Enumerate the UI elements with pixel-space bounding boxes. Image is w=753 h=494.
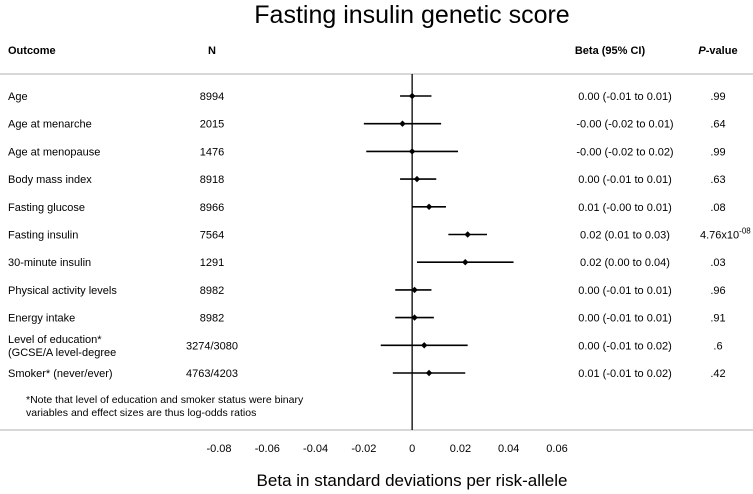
beta-ci-text: -0.00 (-0.02 to 0.01) — [576, 119, 673, 131]
outcome-label: Age at menarche — [8, 119, 92, 131]
beta-ci-text: 0.00 (-0.01 to 0.01) — [578, 91, 672, 103]
point-estimate — [462, 259, 469, 266]
x-tick-label: -0.04 — [303, 443, 328, 455]
header-p-suffix: -value — [706, 45, 738, 57]
table-row: Physical activity levels 8982 0.00 (-0.01 … — [8, 285, 726, 297]
n-value: 2015 — [200, 119, 224, 131]
beta-ci-text: 0.02 (0.01 to 0.03) — [580, 230, 670, 242]
outcome-label: Age at menopause — [8, 146, 100, 158]
table-row: Level of education*(GCSE/A level-degree 3… — [8, 334, 723, 359]
outcome-label: Smoker* (never/ever) — [8, 368, 113, 380]
table-row: Fasting insulin 7564 0.02 (0.01 to 0.03) 4.… — [8, 227, 751, 242]
header-n: N — [208, 45, 216, 57]
table-row: 30-minute insulin 1291 0.02 (0.00 to 0.04)… — [8, 257, 726, 269]
n-value: 1476 — [200, 146, 224, 158]
beta-ci-text: 0.00 (-0.01 to 0.01) — [578, 313, 672, 325]
n-value: 8966 — [200, 202, 224, 214]
x-tick-label: 0.06 — [546, 443, 567, 455]
p-value: .63 — [710, 174, 725, 186]
point-estimate — [411, 314, 418, 321]
beta-ci-text: -0.00 (-0.02 to 0.02) — [576, 146, 673, 158]
p-value: .96 — [710, 285, 725, 297]
point-estimate — [399, 120, 406, 127]
beta-ci-text: 0.00 (-0.01 to 0.01) — [578, 174, 672, 186]
beta-ci-text: 0.01 (-0.00 to 0.01) — [578, 202, 672, 214]
header-beta: Beta (95% CI) — [575, 45, 646, 57]
x-axis-label: Beta in standard deviations per risk-all… — [257, 471, 568, 490]
p-value: .99 — [710, 91, 725, 103]
note-line-2: variables and effect sizes are thus log-… — [26, 407, 256, 419]
note-line-1: *Note that level of education and smoker… — [26, 394, 304, 406]
n-value: 7564 — [200, 230, 224, 242]
point-estimate — [425, 369, 433, 377]
outcome-label: Fasting insulin — [8, 230, 78, 242]
outcome-label: Age — [8, 91, 28, 103]
beta-ci-text: 0.01 (-0.01 to 0.02) — [578, 368, 672, 380]
p-value: .91 — [710, 313, 725, 325]
table-row: Age at menarche 2015 -0.00 (-0.02 to 0.01)… — [8, 119, 726, 131]
outcome-label: Level of education* — [8, 334, 102, 346]
x-tick-label: 0.04 — [498, 443, 519, 455]
n-value: 8982 — [200, 285, 224, 297]
point-estimate — [421, 342, 428, 349]
outcome-label: Body mass index — [8, 174, 92, 186]
p-value: 4.76x10-08 — [700, 227, 751, 242]
beta-ci-text: 0.00 (-0.01 to 0.01) — [578, 285, 672, 297]
header-p-letter: P — [698, 45, 706, 57]
chart-title: Fasting insulin genetic score — [254, 1, 569, 29]
outcome-label: Energy intake — [8, 313, 75, 325]
table-row: Smoker* (never/ever) 4763/4203 0.01 (-0.01… — [8, 368, 726, 380]
n-value: 8918 — [200, 174, 224, 186]
table-row: Energy intake 8982 0.00 (-0.01 to 0.01) .91 — [8, 313, 726, 325]
p-value: .08 — [710, 202, 725, 214]
p-value: .03 — [710, 257, 725, 269]
header-outcome: Outcome — [8, 45, 56, 57]
point-estimate — [411, 286, 418, 294]
outcome-label: Fasting glucose — [8, 202, 85, 214]
x-tick-label: -0.08 — [206, 443, 231, 455]
outcome-label: (GCSE/A level-degree — [8, 347, 116, 359]
x-tick-label: 0.02 — [450, 443, 471, 455]
n-value: 8994 — [200, 91, 224, 103]
p-value: .64 — [710, 119, 725, 131]
p-value: .42 — [710, 368, 725, 380]
point-estimate — [425, 203, 433, 210]
x-ticks-group: -0.08 -0.06 -0.04 -0.02 0 0.02 0.04 0.06 — [206, 443, 567, 455]
table-row: Body mass index 8918 0.00 (-0.01 to 0.01).… — [8, 174, 726, 186]
beta-ci-text: 0.00 (-0.01 to 0.02) — [578, 340, 672, 352]
table-row: Age 8994 0.00 (-0.01 to 0.01) .99 — [8, 91, 726, 103]
point-estimate — [408, 148, 416, 155]
n-value: 8982 — [200, 313, 224, 325]
n-value: 3274/3080 — [186, 340, 238, 352]
table-row: Fasting glucose 8966 0.01 (-0.00 to 0.01).… — [8, 202, 726, 214]
table-row: Age at menopause 1476 -0.00 (-0.02 to 0.02… — [8, 146, 726, 158]
outcome-label: 30-minute insulin — [8, 257, 91, 269]
point-estimate — [464, 231, 471, 238]
p-value-exponent: -08 — [739, 227, 751, 236]
n-value: 1291 — [200, 257, 224, 269]
p-value: .99 — [710, 146, 725, 158]
x-tick-label: 0 — [409, 443, 415, 455]
point-estimate — [413, 175, 421, 183]
n-value: 4763/4203 — [186, 368, 238, 380]
header-p-value: P-value — [698, 45, 737, 57]
beta-ci-text: 0.02 (0.00 to 0.04) — [580, 257, 670, 269]
point-estimate — [408, 92, 416, 100]
x-tick-label: -0.02 — [351, 443, 376, 455]
x-tick-label: -0.06 — [255, 443, 280, 455]
outcome-label: Physical activity levels — [8, 285, 117, 297]
p-value: .6 — [713, 340, 722, 352]
